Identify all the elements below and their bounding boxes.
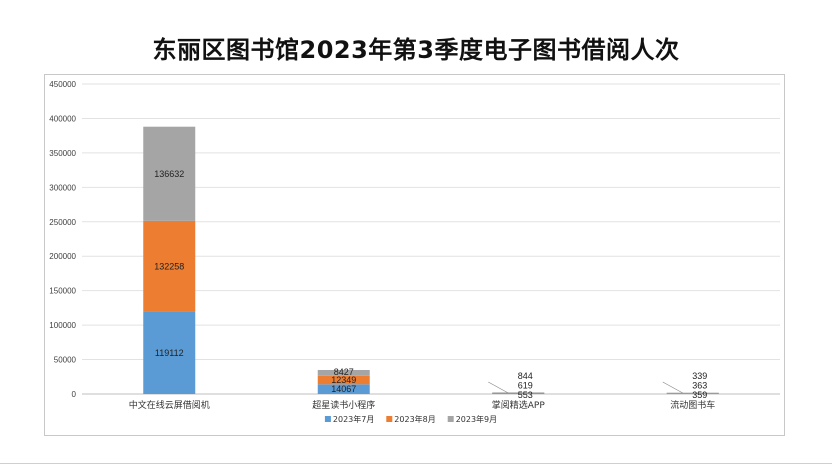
x-tick-label: 超星读书小程序 xyxy=(312,399,375,411)
data-label: 12349 xyxy=(331,375,356,385)
data-label: 8427 xyxy=(334,367,354,377)
y-tick-label: 450000 xyxy=(49,80,76,89)
data-label: 14067 xyxy=(331,384,356,394)
x-tick-label: 中文在线云屏借阅机 xyxy=(129,399,210,411)
data-label: 553 xyxy=(518,390,533,400)
y-tick-label: 50000 xyxy=(54,356,77,365)
bar-segment xyxy=(317,384,370,394)
data-label: 339 xyxy=(692,371,707,381)
legend-swatch xyxy=(386,416,393,422)
data-label: 619 xyxy=(518,381,533,391)
bar-segment xyxy=(143,311,196,394)
chart-frame xyxy=(44,74,785,436)
bar-segment xyxy=(492,392,545,394)
bar-segment xyxy=(492,392,545,394)
legend-entry: 2023年9月 xyxy=(456,414,497,424)
leader-line xyxy=(662,381,683,394)
y-tick-label: 250000 xyxy=(49,218,76,227)
data-label: 132258 xyxy=(154,261,184,271)
x-tick-label: 掌阅精选APP xyxy=(492,399,546,411)
bar-segment xyxy=(317,375,370,385)
bar-segment xyxy=(317,369,370,376)
data-label: 359 xyxy=(692,390,707,400)
data-label: 119112 xyxy=(155,348,184,358)
bar-segment xyxy=(666,392,719,394)
legend-entry: 2023年7月 xyxy=(333,414,374,424)
y-tick-label: 400000 xyxy=(49,114,76,123)
x-tick-label: 流动图书车 xyxy=(670,399,715,411)
page-divider xyxy=(0,463,832,464)
bar-segment xyxy=(143,220,196,312)
legend-entry: 2023年8月 xyxy=(394,414,435,424)
data-label: 844 xyxy=(518,371,533,381)
leader-line xyxy=(488,381,509,394)
y-tick-label: 100000 xyxy=(49,321,76,330)
data-label: 136632 xyxy=(154,169,184,179)
data-label: 363 xyxy=(692,381,707,391)
y-tick-label: 350000 xyxy=(49,149,76,158)
y-tick-label: 300000 xyxy=(49,183,76,192)
chart-title: 东丽区图书馆2023年第3季度电子图书借阅人次 xyxy=(152,36,680,64)
y-tick-label: 150000 xyxy=(49,287,76,296)
y-tick-label: 200000 xyxy=(49,252,76,261)
legend-swatch xyxy=(324,416,331,422)
legend-swatch xyxy=(447,416,454,422)
y-tick-label: 0 xyxy=(72,390,77,399)
bar-segment xyxy=(143,126,196,221)
